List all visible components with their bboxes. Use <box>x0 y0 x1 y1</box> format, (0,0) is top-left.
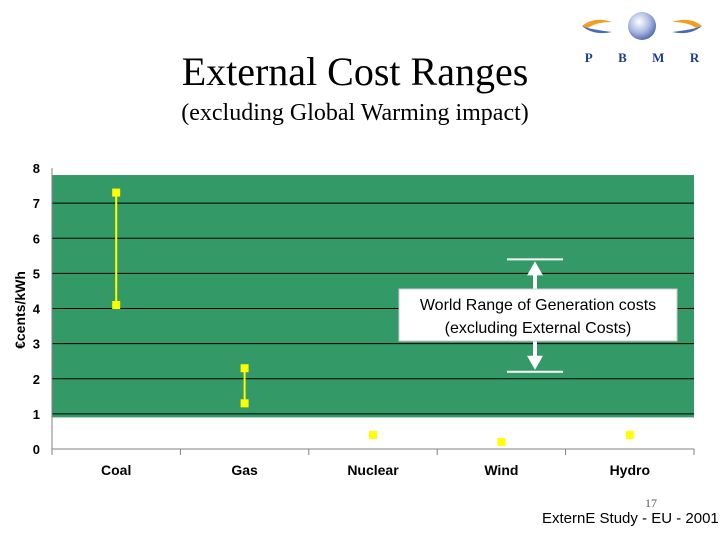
point-marker <box>369 430 377 439</box>
range-chart: 0 1 2 3 4 5 6 7 8 Coal Gas Nuclear Wind Hydro World … <box>12 161 695 478</box>
y-tick-label: 7 <box>33 196 40 211</box>
arrow-down-icon <box>527 355 543 370</box>
logo-letter: R <box>689 50 700 65</box>
x-tick-label: Coal <box>101 462 131 478</box>
range-high-marker <box>240 364 249 373</box>
x-tick-label: Gas <box>231 462 258 478</box>
arrow-up-icon <box>527 261 543 276</box>
y-tick-label: 2 <box>33 372 40 387</box>
y-tick-label: 1 <box>33 407 40 422</box>
x-tick-label: Hydro <box>610 462 650 478</box>
footer-citation: ExternE Study - EU - 2001 <box>542 510 719 527</box>
annotation-line-1: World Range of Generation costs <box>420 297 656 314</box>
y-tick-label: 0 <box>33 442 40 457</box>
logo-letter: P <box>584 50 593 65</box>
annotation-box <box>398 288 678 342</box>
y-tick-label: 4 <box>33 302 41 317</box>
slide-title: External Cost Ranges <box>181 49 529 94</box>
x-tick-label: Wind <box>484 462 518 478</box>
point-marker <box>625 430 634 439</box>
x-tick-label: Nuclear <box>347 462 399 478</box>
y-tick-label: 6 <box>33 231 40 246</box>
y-tick-label: 5 <box>33 266 40 281</box>
logo-letter: M <box>652 50 665 65</box>
y-tick-label: 3 <box>33 337 40 352</box>
point-marker <box>497 437 506 446</box>
range-high-marker <box>112 188 121 197</box>
annotation-line-2: (excluding External Costs) <box>445 320 632 337</box>
logo-letter: B <box>618 50 627 65</box>
y-tick-label: 8 <box>33 161 40 176</box>
y-axis-label: €cents/kWh <box>12 271 28 349</box>
logo-letters: P B M R <box>572 50 712 66</box>
page-number: 17 <box>645 496 657 510</box>
range-low-marker <box>112 300 121 309</box>
pbmr-logo-icon <box>582 12 702 40</box>
slide-subtitle: (excluding Global Warming impact) <box>181 100 529 126</box>
range-low-marker <box>240 399 249 408</box>
